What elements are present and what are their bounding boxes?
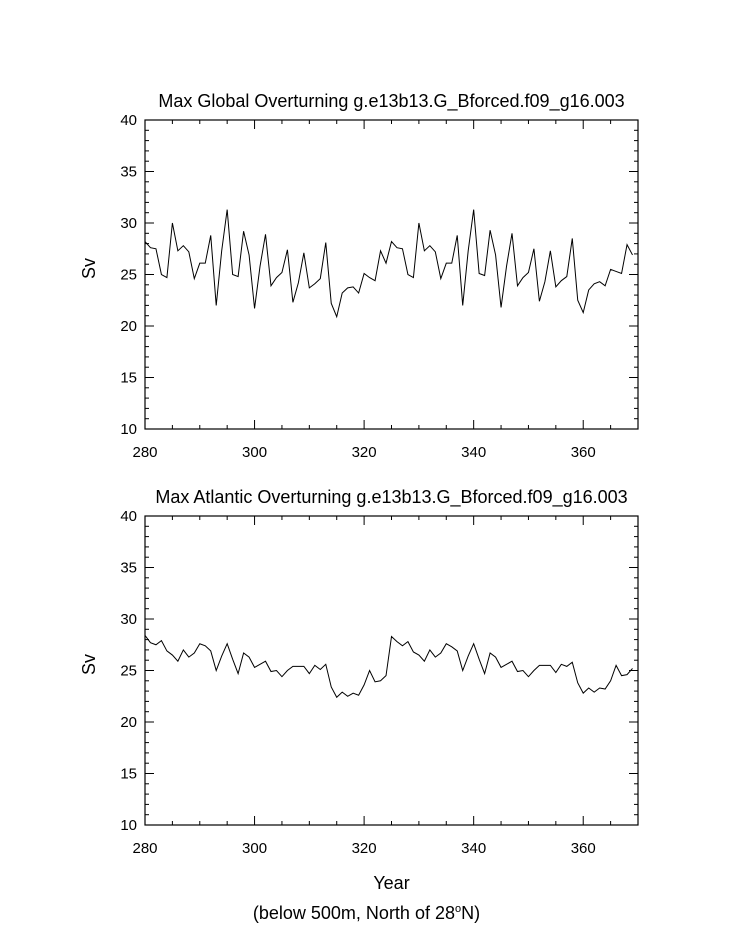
global-x-tick-label: 280 xyxy=(132,444,157,461)
global-x-tick-label: 300 xyxy=(242,444,267,461)
atlantic-x-tick-label: 340 xyxy=(461,840,486,857)
footer-note-prefix: (below 500m, North of 28 xyxy=(252,903,455,923)
y-axis-label-atlantic: Sv xyxy=(79,654,99,675)
atlantic-plot-frame xyxy=(144,515,639,826)
atlantic-y-tick-label: 25 xyxy=(120,663,137,680)
global-x-tick-label: 360 xyxy=(571,444,596,461)
atlantic-y-tick-label: 35 xyxy=(120,560,137,577)
atlantic-y-tick-label: 10 xyxy=(120,817,137,834)
global-y-tick-label: 20 xyxy=(120,318,137,335)
footer-note: (below 500m, North of 28oN) xyxy=(0,903,733,924)
global-y-tick-label: 30 xyxy=(120,215,137,232)
chart-title-atlantic: Max Atlantic Overturning g.e13b13.G_Bfor… xyxy=(155,487,627,508)
atlantic-x-tick-label: 300 xyxy=(242,840,267,857)
atlantic-y-tick-label: 30 xyxy=(120,611,137,628)
global-y-tick-label: 35 xyxy=(120,164,137,181)
atlantic-x-tick-label: 360 xyxy=(571,840,596,857)
atlantic-tick-marks xyxy=(144,515,638,826)
global-overturning-panel: Max Global Overturning g.e13b13.G_Bforce… xyxy=(79,91,639,461)
global-y-tick-label: 15 xyxy=(120,370,137,387)
global-y-tick-label: 25 xyxy=(120,267,137,284)
footer-note-suffix: N) xyxy=(461,903,481,923)
degree-symbol: o xyxy=(454,903,462,915)
global-series-line xyxy=(144,209,633,319)
global-x-tick-label: 340 xyxy=(461,444,486,461)
atlantic-series-line xyxy=(144,635,633,699)
global-x-tick-label: 320 xyxy=(352,444,377,461)
global-y-tick-label: 40 xyxy=(120,112,137,129)
atlantic-x-tick-label: 280 xyxy=(132,840,157,857)
global-y-tick-label: 10 xyxy=(120,421,137,438)
x-axis-label-year: Year xyxy=(373,873,409,893)
y-axis-label-global: Sv xyxy=(79,258,99,279)
atlantic-y-tick-label: 40 xyxy=(120,508,137,525)
global-plot-frame xyxy=(144,119,639,430)
chart-title-global: Max Global Overturning g.e13b13.G_Bforce… xyxy=(158,91,624,112)
atlantic-x-tick-label: 320 xyxy=(352,840,377,857)
atlantic-y-tick-label: 20 xyxy=(120,714,137,731)
atlantic-overturning-panel: Max Atlantic Overturning g.e13b13.G_Bfor… xyxy=(79,487,639,893)
atlantic-y-tick-label: 15 xyxy=(120,766,137,783)
